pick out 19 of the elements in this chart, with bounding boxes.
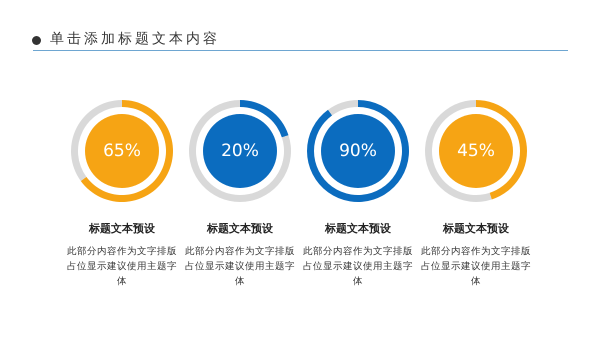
donut-slice [240,100,289,138]
donut-slice [307,100,409,202]
text: 此部分内容作为文字排版占位显示建议使用主题字体 [420,245,532,289]
text: 20% [220,140,260,162]
text: 90% [338,140,378,162]
text: 标题文本预设 [442,221,510,236]
text: 标题文本预设 [206,221,274,236]
text: 单击添加标题文本内容 [50,30,220,48]
donut-slice [425,100,492,202]
text: 标题文本预设 [324,221,392,236]
text: 此部分内容作为文字排版占位显示建议使用主题字体 [302,245,414,289]
donut-slice [80,100,173,202]
text: 45% [456,140,496,162]
donut-slice [189,100,291,202]
text: 标题文本预设 [88,221,156,236]
text: 此部分内容作为文字排版占位显示建议使用主题字体 [66,245,178,289]
text: 65% [102,140,142,162]
text: 此部分内容作为文字排版占位显示建议使用主题字体 [184,245,296,289]
donut-slice [328,100,358,116]
